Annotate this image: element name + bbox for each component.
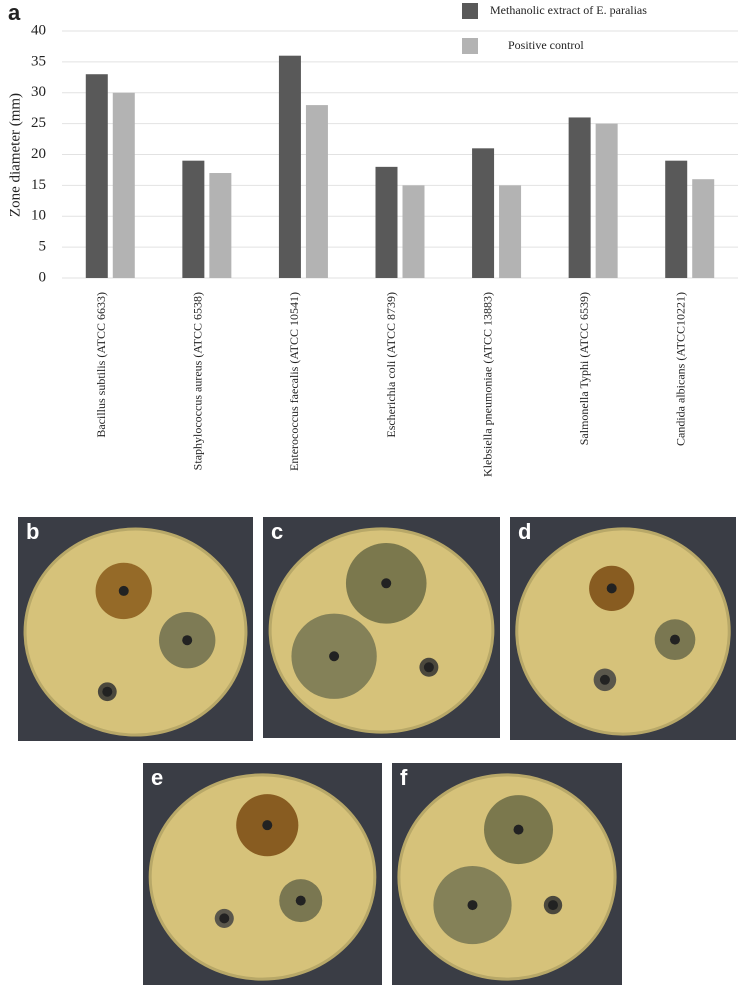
- panel-label: f: [400, 765, 408, 790]
- x-tick-label: Klebsiella pneumoniae (ATCC 13883): [480, 292, 494, 477]
- well: [295, 895, 306, 906]
- y-tick-label: 10: [31, 208, 46, 224]
- well: [118, 585, 129, 596]
- bar: [182, 160, 205, 278]
- petri-dish: [515, 527, 731, 736]
- well: [381, 578, 392, 589]
- well: [467, 900, 478, 911]
- x-tick-label: Bacillus subtilis (ATCC 6633): [94, 292, 108, 438]
- x-tick-label: Escherichia coli (ATCC 8739): [384, 292, 398, 438]
- bar: [692, 179, 715, 278]
- photo-panels: b c d e f: [18, 517, 736, 985]
- y-tick-label: 0: [39, 269, 47, 285]
- well: [329, 651, 340, 662]
- petri-dish: [23, 527, 248, 737]
- bar: [472, 148, 495, 278]
- panel-label: a: [8, 0, 21, 25]
- panel-label: d: [518, 519, 531, 544]
- y-tick-label: 5: [39, 239, 47, 255]
- well: [182, 635, 193, 646]
- bar: [85, 74, 108, 278]
- well: [513, 824, 524, 835]
- well: [219, 913, 230, 924]
- y-tick-label: 40: [31, 22, 46, 38]
- bar: [375, 166, 398, 278]
- x-tick-label: Salmonella Typhi (ATCC 6539): [577, 292, 591, 445]
- x-tick-label: Candida albicans (ATCC10221): [673, 292, 687, 446]
- bar: [305, 105, 328, 278]
- bar: [665, 160, 688, 278]
- y-tick-label: 30: [31, 84, 46, 100]
- bar: [595, 123, 618, 278]
- bar: [209, 173, 232, 278]
- bar-chart: 0 5 10 15 20 25 30 35 40 Bacillus subtilis (ATCC …: [31, 3, 738, 477]
- well: [599, 674, 610, 685]
- petri-dish: [148, 773, 377, 981]
- bar: [278, 55, 301, 279]
- bar: [568, 117, 591, 278]
- well: [548, 900, 558, 911]
- legend-swatch: [462, 38, 478, 54]
- y-tick-label: 20: [31, 146, 46, 162]
- panel-label: e: [151, 765, 163, 790]
- x-tick-label: Enterococcus faecalis (ATCC 10541): [287, 292, 301, 471]
- well: [102, 686, 113, 697]
- x-tick-label: Staphylococcus aureus (ATCC 6538): [191, 292, 205, 470]
- y-axis-label: Zone diameter (mm): [7, 93, 23, 217]
- y-tick-label: 35: [31, 53, 46, 69]
- legend-label: Methanolic extract of E. paralias: [490, 3, 647, 17]
- panel-label: b: [26, 519, 39, 544]
- panel-label: c: [271, 519, 283, 544]
- bar: [112, 92, 135, 278]
- legend-label: Positive control: [508, 38, 584, 52]
- legend-swatch: [462, 3, 478, 19]
- well: [669, 634, 680, 645]
- well: [262, 820, 273, 831]
- bar: [499, 185, 522, 278]
- well: [423, 662, 434, 673]
- y-tick-label: 25: [31, 115, 46, 131]
- y-tick-label: 15: [31, 177, 46, 193]
- well: [606, 583, 617, 594]
- bar: [402, 185, 425, 278]
